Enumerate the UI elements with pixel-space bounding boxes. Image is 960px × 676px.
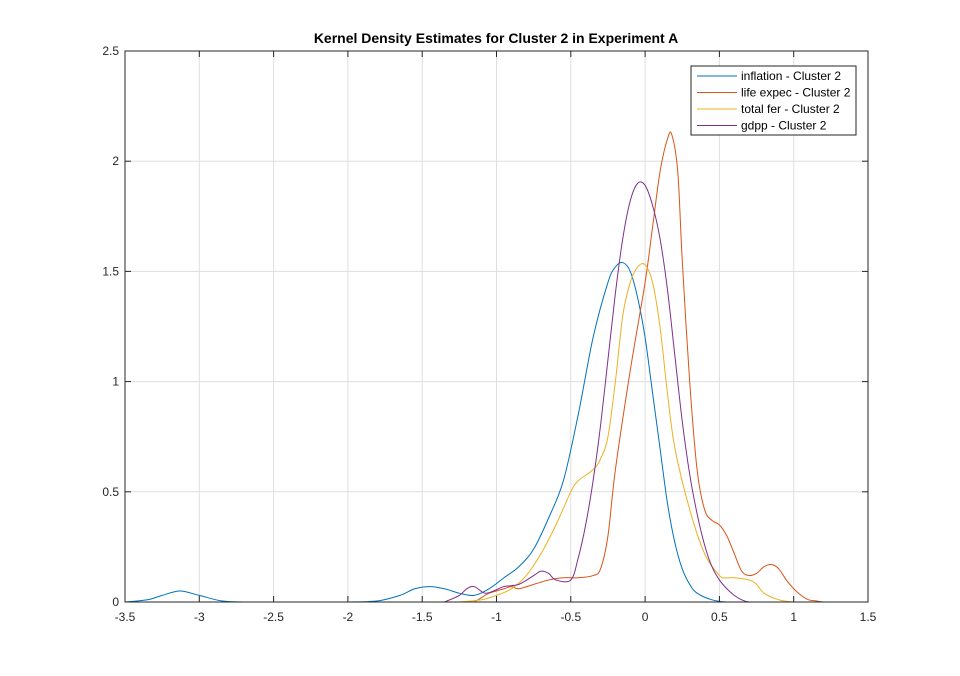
series-line-2 <box>473 131 824 603</box>
x-tick-label: -1.5 <box>412 610 433 624</box>
y-tick-label: 1.5 <box>102 264 119 278</box>
y-tick-label: 0.5 <box>102 485 119 499</box>
x-tick-label: 1 <box>790 610 797 624</box>
legend-box <box>690 65 857 136</box>
legend-items: inflation - Cluster 2 life expec - Cluste… <box>697 69 851 133</box>
chart-title: Kernel Density Estimates for Cluster 2 i… <box>314 30 678 46</box>
y-tick-label: 1 <box>112 375 119 389</box>
y-tick-label: 0 <box>112 595 119 609</box>
series-line-3 <box>459 263 809 603</box>
legend-label-3: total fer - Cluster 2 <box>741 102 840 116</box>
tick-marks <box>124 50 869 603</box>
x-tick-label: -3.5 <box>115 610 136 624</box>
x-tick-label: -3 <box>194 610 205 624</box>
x-tick-label: 1.5 <box>860 610 877 624</box>
x-tick-label: 0.5 <box>711 610 728 624</box>
chart-axes: -3.5 -3 -2.5 -2 -1.5 -1 -0.5 0 0.5 1 1.5 0 0.5 1 1.5 2… <box>102 44 876 624</box>
x-tick-label: -1 <box>491 610 502 624</box>
x-tick-label: -0.5 <box>560 610 581 624</box>
y-tick-label: 2 <box>112 154 119 168</box>
x-tick-label: 0 <box>642 610 649 624</box>
y-tick-labels: 0 0.5 1 1.5 2 2.5 <box>102 44 119 609</box>
legend-label-4: gdpp - Cluster 2 <box>741 119 827 133</box>
x-tick-label: -2.5 <box>263 610 284 624</box>
series-line-4 <box>444 181 764 603</box>
legend-label-1: inflation - Cluster 2 <box>741 69 841 83</box>
y-tick-label: 2.5 <box>102 44 119 58</box>
legend: inflation - Cluster 2 life expec - Cluste… <box>690 65 857 136</box>
x-tick-labels: -3.5 -3 -2.5 -2 -1.5 -1 -0.5 0 0.5 1 1.5 <box>115 610 877 624</box>
x-tick-label: -2 <box>343 610 354 624</box>
legend-label-2: life expec - Cluster 2 <box>741 86 851 100</box>
